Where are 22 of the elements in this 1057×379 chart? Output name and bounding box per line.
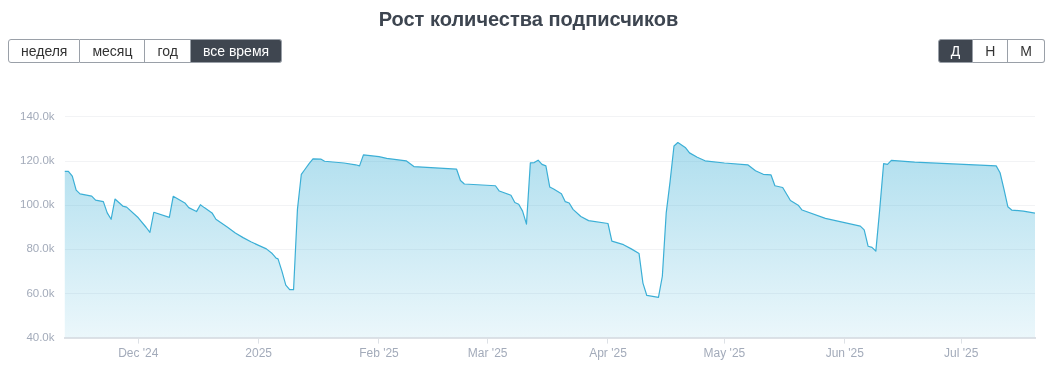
y-tick-label: 140.0k — [20, 110, 55, 123]
toggle-button: год — [145, 39, 191, 63]
y-tick-label: 80.0k — [26, 242, 55, 255]
chart-title: Рост количества подписчиков — [377, 8, 680, 31]
x-tick-label: Feb '25 — [359, 346, 400, 361]
x-tick-label: 2025 — [245, 346, 273, 361]
y-tick-label: 100.0k — [20, 198, 55, 211]
toggle-button: все время — [190, 39, 283, 63]
y-tick-label: 40.0k — [26, 330, 55, 343]
toggle-button: неделя — [8, 39, 81, 63]
x-tick-label: May '25 — [703, 346, 746, 361]
toggle-button: Д — [937, 39, 974, 63]
x-tick-label: Dec '24 — [118, 346, 159, 361]
y-tick-label: 60.0k — [26, 286, 55, 299]
toggle-button: Н — [973, 39, 1009, 63]
y-tick-label: 120.0k — [20, 154, 55, 167]
x-tick-label: Jul '25 — [944, 346, 979, 361]
x-tick-label: Jun '25 — [825, 346, 865, 361]
x-tick-label: Apr '25 — [589, 346, 628, 361]
toggle-button: М — [1008, 39, 1045, 63]
x-tick-label: Mar '25 — [467, 346, 508, 361]
toggle-button: месяц — [80, 39, 146, 63]
